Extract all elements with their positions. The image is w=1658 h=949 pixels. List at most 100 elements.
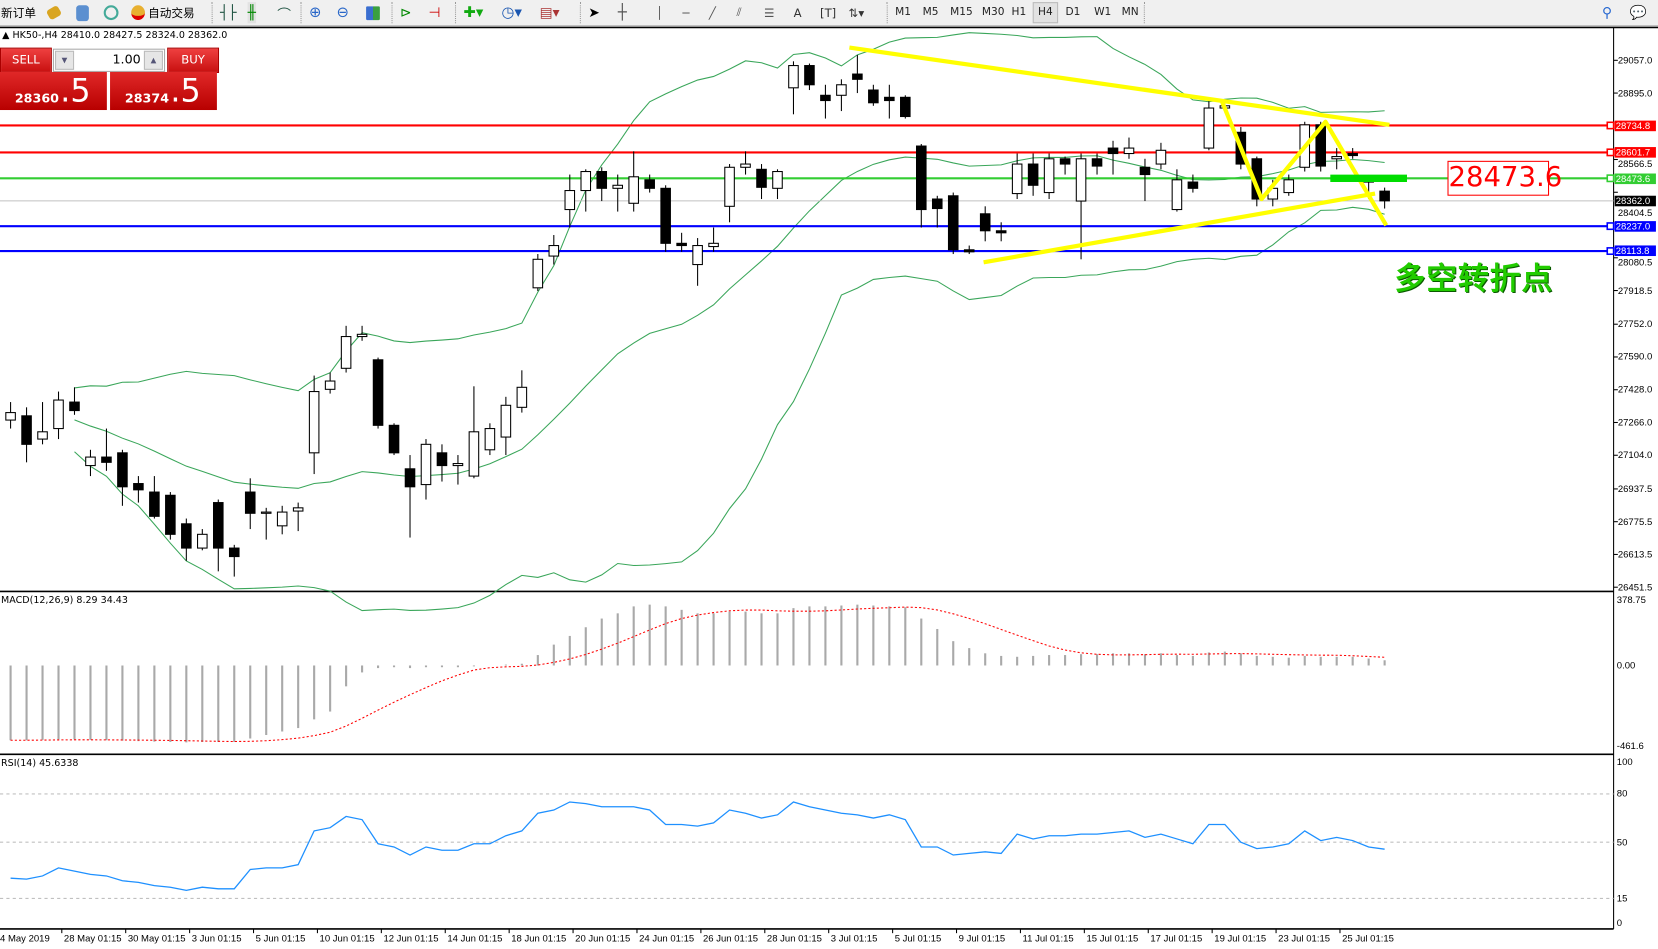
timeframe-m30-button[interactable]: M30 (981, 6, 1005, 18)
bollinger-upper-band (74, 32, 1385, 392)
bearish-candle (1139, 166, 1151, 176)
bullish-candle (836, 84, 847, 96)
time-axis-label: 9 Jul 01:15 (958, 933, 1006, 944)
time-axis-label: 19 Jul 01:15 (1214, 933, 1267, 944)
vertical-line-icon: │ (656, 5, 664, 20)
line-handle-icon[interactable] (1606, 222, 1615, 231)
bullish-candle (772, 171, 783, 189)
bid-price-button[interactable]: 28360 .5 (0, 71, 107, 111)
bearish-candle (1379, 190, 1390, 202)
lot-size-input[interactable]: ▼ 1.00 ▲ (52, 48, 166, 72)
line-handle-icon[interactable] (1606, 174, 1615, 183)
toolbar-separator (579, 2, 582, 24)
timeframe-h4-button[interactable]: H4 (1032, 2, 1058, 24)
timeframe-m5-button[interactable]: M5 (922, 6, 939, 18)
text-icon: A (793, 5, 802, 20)
time-axis-label: 12 Jun 01:15 (383, 933, 439, 944)
reversal-point-annotation[interactable]: 多空转折点 (1394, 260, 1554, 297)
search-button[interactable]: ⚲ (1602, 2, 1612, 23)
timeframe-m15-button[interactable]: M15 (950, 6, 973, 18)
signals-button[interactable] (103, 2, 119, 23)
bearish-candle (436, 452, 448, 467)
price-axis-label: 28566.5 (1617, 158, 1653, 170)
line-chart-icon: ⌒ (277, 6, 291, 23)
bullish-candle (292, 507, 304, 512)
bearish-candle (963, 249, 975, 253)
trendline[interactable] (849, 45, 1390, 127)
price-annotation-box[interactable]: 28473.6 (1447, 160, 1562, 196)
tile-windows-button[interactable] (366, 2, 380, 23)
rsi-axis-label: 100 (1616, 756, 1633, 768)
buy-button[interactable]: BUY (167, 47, 220, 74)
bullish-candle (724, 166, 735, 207)
templates-button[interactable]: ▤▾ (540, 2, 560, 23)
zoom-in-icon: ⊕ (308, 4, 322, 22)
trendline[interactable] (983, 191, 1376, 265)
macd-axis-label: 378.75 (1616, 594, 1646, 605)
bearish-candle (1059, 158, 1071, 165)
trendline[interactable] (1219, 99, 1389, 227)
bullish-candle (612, 184, 624, 189)
bearish-candle (404, 468, 416, 488)
price-axis-label: 27104.0 (1617, 449, 1653, 461)
bearish-candle (212, 502, 224, 549)
timeframe-w1-button[interactable]: W1 (1094, 6, 1112, 18)
bearish-candle (1091, 158, 1103, 167)
bearish-candle (995, 230, 1007, 234)
bullish-candle (420, 443, 432, 486)
bullish-candle (532, 258, 544, 289)
search-icon: ⚲ (1601, 4, 1613, 21)
candlestick-button[interactable]: ╫ (247, 2, 256, 24)
crosshair-button[interactable]: ┼ (618, 2, 627, 23)
periods-button[interactable]: ◷▾ (502, 2, 522, 23)
bullish-candle (1171, 179, 1183, 211)
ask-price-button[interactable]: 28374 .5 (110, 71, 217, 111)
bearish-candle (979, 213, 991, 232)
chart-shift-button[interactable]: ⊳ (400, 2, 412, 23)
new-order-button[interactable]: 新订单 (1, 2, 36, 23)
bearish-candle (884, 96, 895, 102)
timeframe-d1-button[interactable]: D1 (1065, 6, 1081, 18)
sell-button[interactable]: SELL (0, 47, 52, 74)
periods-icon: ◷▾ (501, 4, 522, 22)
channel-button[interactable]: ⫽ (736, 2, 741, 23)
timeframe-h1-button[interactable]: H1 (1011, 6, 1027, 18)
lot-decrease-icon[interactable]: ▼ (55, 50, 75, 70)
line-handle-icon[interactable] (1606, 121, 1615, 130)
cursor-button[interactable]: ➤ (588, 2, 600, 23)
auto-trading-button[interactable]: 自动交易 (131, 2, 195, 23)
price-axis-label: 28895.0 (1617, 87, 1653, 99)
indicators-button[interactable]: ✚▾ (463, 2, 483, 23)
lot-increase-icon[interactable]: ▲ (143, 50, 163, 70)
toolbar-separator (211, 2, 214, 24)
text-button[interactable]: A (794, 2, 802, 23)
zoom-out-icon: ⊖ (336, 4, 349, 22)
line-handle-icon[interactable] (1606, 148, 1615, 157)
bullish-candle (276, 511, 288, 527)
line-handle-icon[interactable] (1606, 247, 1615, 256)
time-axis-label: 15 Jul 01:15 (1086, 933, 1139, 944)
horizontal-line-button[interactable]: ─ (682, 2, 689, 23)
bearish-candle (756, 168, 767, 188)
fibonacci-button[interactable]: ☰ (764, 2, 774, 23)
macd-label: MACD(12,26,9) 8.29 34.43 (1, 595, 128, 607)
trendline-button[interactable]: ╱ (709, 2, 716, 23)
zoom-out-button[interactable]: ⊖ (336, 2, 348, 23)
crosshair-icon: ┼ (617, 4, 627, 22)
bearish-candle (1347, 153, 1358, 157)
zoom-in-button[interactable]: ⊕ (309, 2, 321, 23)
macd-axis-label: 0.00 (1616, 660, 1636, 671)
text-label-button[interactable]: [T] (820, 2, 836, 23)
line-chart-button[interactable]: ⌒ (277, 2, 291, 23)
autoscroll-button[interactable]: ⊣ (429, 2, 441, 23)
timeframe-mn-button[interactable]: MN (1121, 6, 1139, 18)
chat-button[interactable]: 💬 (1629, 2, 1646, 23)
vertical-line-button[interactable]: │ (656, 2, 663, 23)
market-watch-icon (76, 4, 89, 21)
bullish-candle (500, 404, 512, 438)
bar-chart-button[interactable]: ┤├ (220, 2, 237, 23)
arrows-button[interactable]: ⇅▾ (849, 2, 865, 23)
timeframe-m1-button[interactable]: M1 (895, 6, 912, 18)
market-watch-button[interactable] (76, 2, 89, 23)
